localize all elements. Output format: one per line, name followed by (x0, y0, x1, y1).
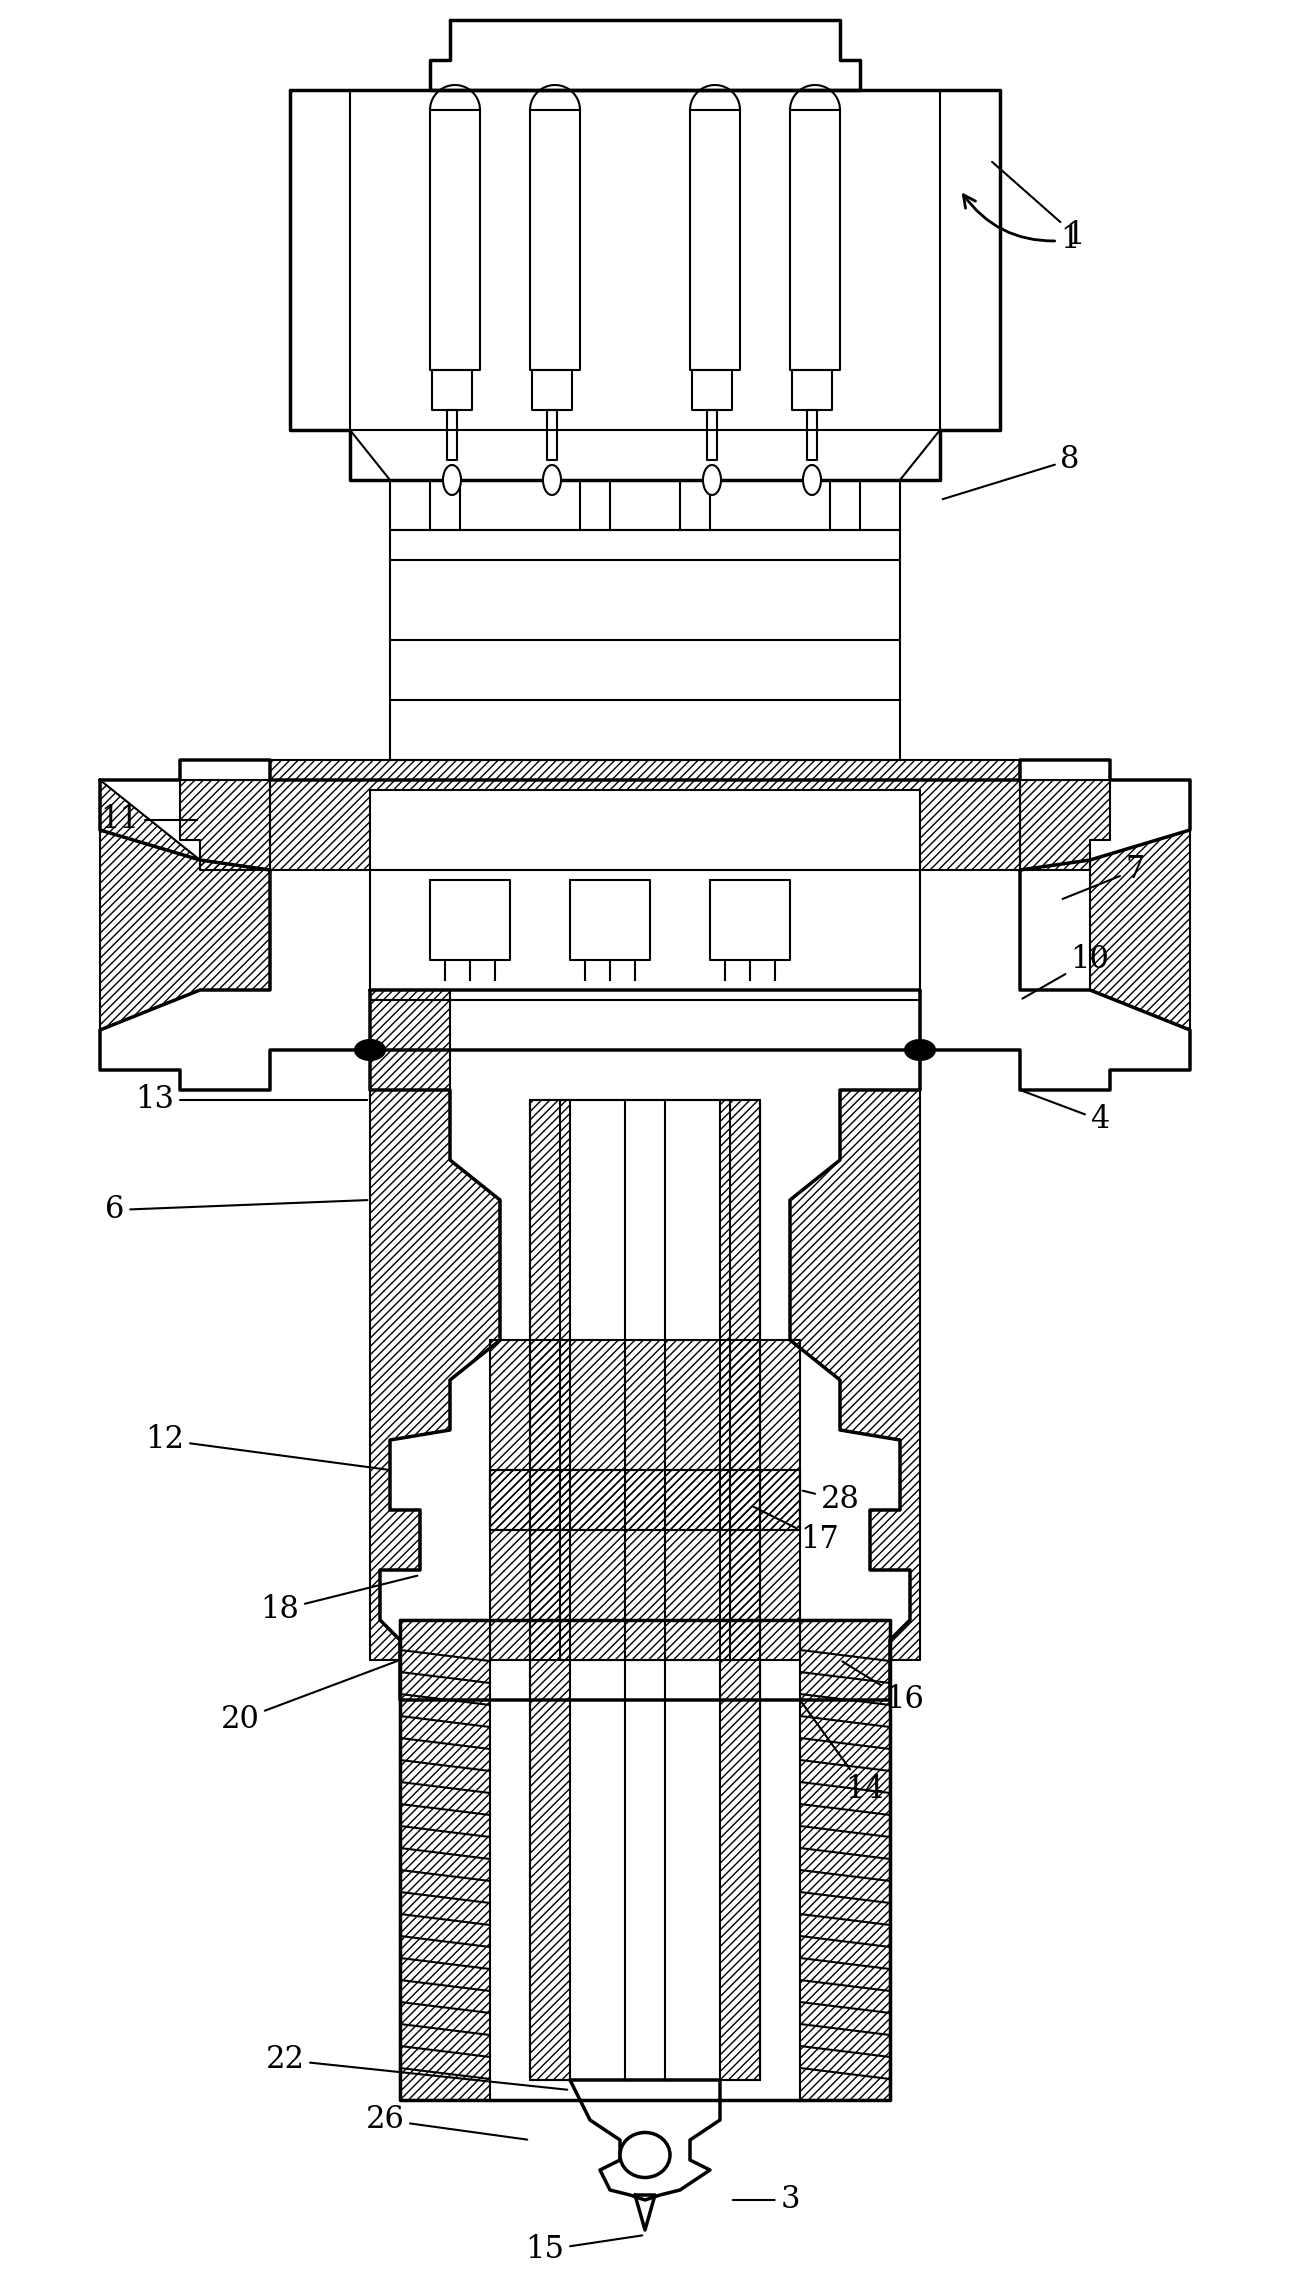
Polygon shape (99, 780, 270, 1031)
Ellipse shape (904, 1040, 935, 1060)
Text: 1: 1 (964, 196, 1080, 255)
Polygon shape (720, 1101, 760, 2079)
Text: 20: 20 (221, 1661, 398, 1736)
Ellipse shape (804, 464, 820, 496)
Polygon shape (808, 410, 817, 460)
Polygon shape (707, 410, 717, 460)
Polygon shape (570, 2079, 720, 2200)
Polygon shape (99, 760, 1190, 1090)
Polygon shape (401, 1620, 490, 2100)
Polygon shape (1090, 830, 1190, 1031)
Text: 17: 17 (752, 1506, 840, 1556)
Text: 8: 8 (943, 444, 1080, 498)
Polygon shape (690, 109, 740, 371)
Text: 12: 12 (146, 1424, 388, 1470)
Polygon shape (530, 109, 580, 371)
Ellipse shape (620, 2132, 671, 2177)
Polygon shape (490, 1470, 800, 1531)
Ellipse shape (703, 464, 721, 496)
Polygon shape (490, 1470, 800, 1531)
Polygon shape (634, 2195, 655, 2230)
Text: 15: 15 (526, 2234, 642, 2266)
Text: 1: 1 (992, 162, 1085, 250)
Polygon shape (432, 371, 472, 409)
Polygon shape (430, 109, 481, 371)
Polygon shape (693, 371, 733, 409)
Ellipse shape (443, 464, 461, 496)
Text: 7: 7 (1062, 855, 1145, 899)
Text: 6: 6 (106, 1194, 367, 1226)
Polygon shape (711, 880, 789, 960)
Polygon shape (789, 109, 840, 371)
Polygon shape (530, 1101, 570, 2079)
Polygon shape (180, 780, 270, 869)
Text: 4: 4 (1022, 1092, 1110, 1135)
Ellipse shape (543, 464, 561, 496)
Polygon shape (800, 1620, 890, 2100)
Text: 16: 16 (842, 1661, 925, 1715)
Polygon shape (401, 1620, 890, 2100)
Polygon shape (370, 990, 920, 1699)
Polygon shape (370, 990, 500, 1661)
Polygon shape (530, 1101, 760, 2079)
Text: 11: 11 (101, 805, 198, 835)
Text: 10: 10 (1022, 944, 1110, 999)
Polygon shape (447, 410, 457, 460)
Text: 28: 28 (802, 1486, 859, 1515)
Text: 13: 13 (136, 1085, 367, 1115)
Polygon shape (570, 880, 650, 960)
Polygon shape (532, 371, 572, 409)
Polygon shape (270, 760, 1019, 869)
Ellipse shape (355, 1040, 385, 1060)
Polygon shape (789, 990, 920, 1661)
Polygon shape (289, 91, 1000, 480)
Polygon shape (430, 880, 510, 960)
Text: 18: 18 (261, 1577, 417, 1627)
Polygon shape (559, 1101, 730, 1661)
Polygon shape (490, 1340, 800, 1661)
Text: 3: 3 (733, 2184, 800, 2216)
Text: 26: 26 (366, 2104, 527, 2138)
Text: 22: 22 (265, 2045, 567, 2091)
Polygon shape (547, 410, 557, 460)
Polygon shape (370, 869, 920, 1001)
Text: 14: 14 (801, 1702, 885, 1806)
Polygon shape (792, 371, 832, 409)
Polygon shape (1019, 780, 1110, 869)
Polygon shape (350, 430, 941, 530)
Polygon shape (430, 20, 860, 91)
